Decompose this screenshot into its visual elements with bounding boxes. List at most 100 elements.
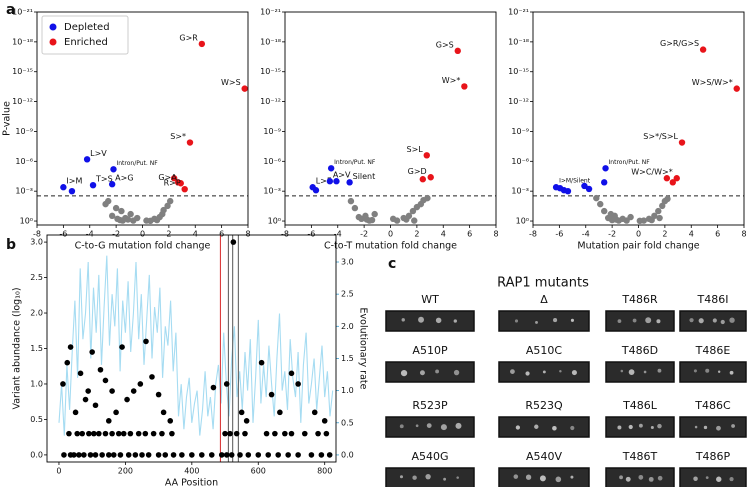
point	[132, 452, 139, 458]
x-tick-label: 8	[245, 230, 250, 239]
colony	[415, 424, 419, 428]
point	[143, 338, 149, 345]
colony	[455, 422, 462, 429]
colony	[705, 476, 709, 480]
colony	[425, 473, 431, 480]
point	[169, 430, 175, 437]
point	[102, 430, 109, 437]
point	[233, 430, 240, 437]
colony	[657, 423, 662, 429]
point	[363, 216, 370, 223]
colony	[440, 424, 447, 431]
point-label: Intron/Put. NF	[116, 160, 158, 167]
x-tick-label: -8	[529, 230, 537, 239]
point	[130, 388, 137, 394]
point	[164, 202, 171, 210]
gel-label: WT	[421, 293, 439, 306]
point	[733, 85, 740, 92]
point-label: R>P	[164, 179, 181, 188]
gel-label: A540G	[411, 450, 448, 463]
point	[162, 452, 169, 458]
point-label: G>R	[179, 33, 198, 42]
point	[105, 452, 112, 458]
point	[275, 452, 282, 458]
x-tick-label: 6	[219, 230, 224, 239]
y2-tick-label: 1.5	[341, 354, 354, 363]
legend-swatch	[49, 23, 57, 31]
point	[81, 452, 87, 458]
point	[656, 214, 663, 222]
gel-image	[679, 416, 747, 438]
gel-label: R523P	[412, 399, 448, 412]
point	[228, 452, 235, 458]
point	[663, 175, 671, 182]
colony	[698, 318, 704, 324]
colony	[657, 475, 663, 481]
point	[368, 216, 376, 224]
point	[149, 374, 155, 380]
gel-label: A540V	[526, 450, 563, 463]
y2-tick-label: 0.0	[341, 450, 354, 459]
point	[120, 430, 127, 437]
point	[593, 194, 600, 202]
point	[64, 359, 71, 366]
point	[167, 418, 174, 424]
point	[403, 216, 410, 223]
x-tick-label: 2	[414, 230, 419, 239]
y-tick-label: 10⁰	[516, 217, 529, 226]
point	[119, 344, 125, 350]
x-tick-label: 4	[689, 230, 694, 239]
colony	[399, 424, 404, 429]
point	[347, 197, 355, 205]
point	[601, 207, 608, 215]
x-tick-label: 6	[467, 230, 472, 239]
gel-label: T486I	[697, 293, 729, 306]
point	[326, 452, 333, 458]
gel-image	[679, 361, 747, 383]
x-tick-label: 0	[388, 230, 393, 239]
point	[145, 452, 152, 458]
gel-image	[605, 361, 675, 383]
point	[155, 452, 162, 458]
point	[108, 212, 116, 220]
point	[346, 179, 353, 186]
colony	[620, 369, 624, 373]
point	[181, 185, 188, 193]
legend-box	[41, 15, 129, 55]
gel-label: T486D	[621, 344, 658, 357]
point	[601, 179, 608, 186]
legend-swatch	[49, 38, 57, 46]
point	[648, 216, 655, 224]
point	[115, 430, 122, 437]
point	[147, 217, 154, 225]
point	[74, 430, 81, 437]
point	[135, 430, 142, 437]
point	[669, 179, 676, 186]
colony	[426, 423, 432, 428]
point	[282, 430, 288, 437]
y2-axis-label: Evolutionary rate	[358, 308, 369, 390]
x-tick-label: 4	[193, 230, 198, 239]
x-tick-label: 800	[317, 467, 332, 476]
colony	[514, 319, 519, 323]
y-tick-label: 10⁻²¹	[12, 8, 33, 17]
colony	[515, 425, 520, 430]
y-tick-label: 10⁻¹⁵	[508, 67, 529, 76]
x-tick-label: -2	[112, 230, 120, 239]
point-label: W>S	[221, 78, 241, 87]
colony	[645, 317, 652, 324]
point	[127, 210, 134, 218]
point	[179, 452, 185, 458]
point	[112, 204, 120, 212]
colony	[638, 423, 643, 428]
y-tick-label: 0.5	[30, 415, 43, 424]
colony	[628, 369, 635, 375]
y-tick-label: 2.5	[30, 273, 43, 282]
colony	[712, 318, 717, 323]
y-tick-label: 10⁻¹⁸	[260, 37, 281, 46]
colony	[729, 317, 735, 323]
point	[89, 181, 97, 189]
point-label: G>A	[158, 173, 177, 182]
point	[355, 213, 363, 221]
